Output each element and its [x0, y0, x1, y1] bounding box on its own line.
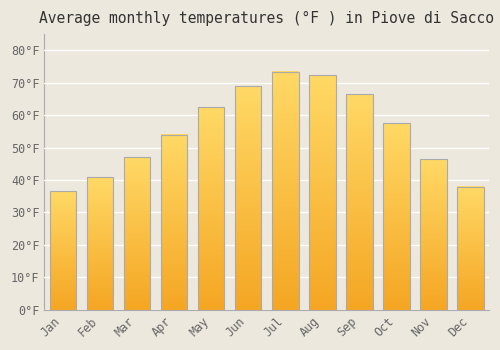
Bar [309, 75, 336, 310]
Bar [346, 94, 372, 310]
Bar [161, 135, 188, 310]
Bar [50, 191, 76, 310]
Bar [457, 187, 483, 310]
Title: Average monthly temperatures (°F ) in Piove di Sacco: Average monthly temperatures (°F ) in Pi… [39, 11, 494, 26]
Bar [235, 86, 262, 310]
Bar [86, 177, 114, 310]
Bar [420, 159, 446, 310]
Bar [124, 158, 150, 310]
Bar [383, 123, 409, 310]
Bar [272, 71, 298, 310]
Bar [198, 107, 224, 310]
